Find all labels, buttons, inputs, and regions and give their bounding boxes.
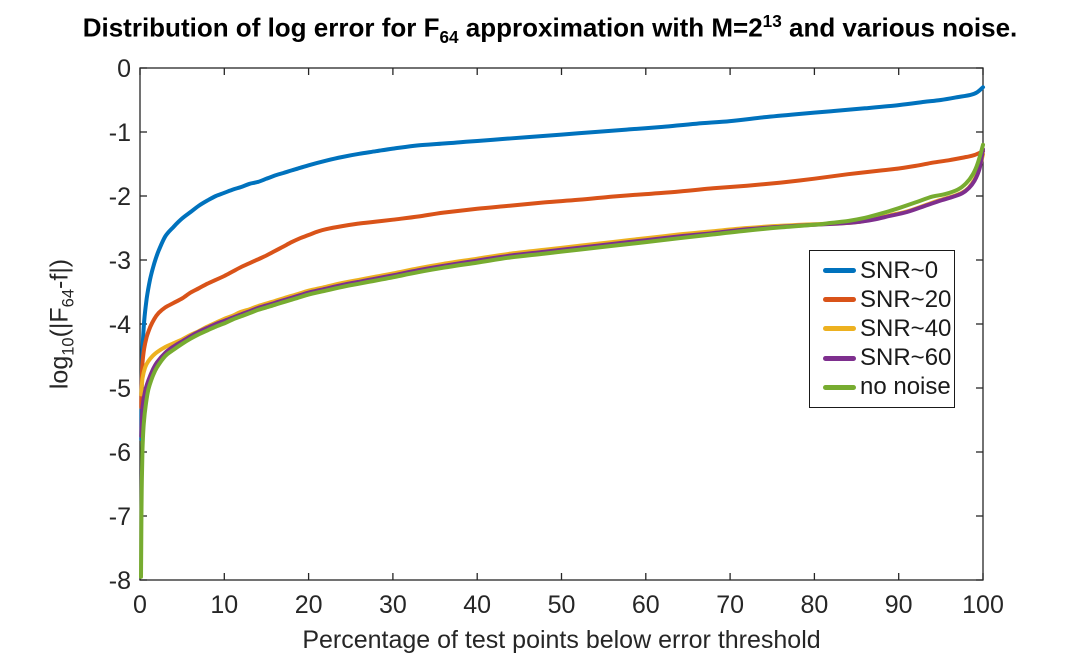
- legend-label: no noise: [860, 373, 951, 401]
- x-tick-label: 10: [210, 591, 238, 619]
- x-axis-label: Percentage of test points below error th…: [302, 626, 821, 654]
- x-tick-label: 70: [716, 591, 744, 619]
- chart-title: Distribution of log error for F64 approx…: [18, 11, 1082, 48]
- ylabel-text: log: [45, 355, 74, 390]
- x-tick-label: 80: [800, 591, 828, 619]
- ylabel-subscript: 64: [59, 288, 78, 308]
- legend-line-sample: [823, 297, 856, 303]
- x-tick-label: 60: [632, 591, 660, 619]
- legend-line-sample: [823, 355, 856, 361]
- y-tick-label: -3: [109, 247, 131, 275]
- y-tick-label: 0: [117, 55, 131, 83]
- title-superscript: 13: [762, 11, 782, 31]
- legend-label: SNR~0: [860, 256, 939, 284]
- x-tick-label: 50: [548, 591, 576, 619]
- ylabel-text: (|F: [45, 307, 74, 338]
- y-tick-label: -5: [109, 375, 131, 403]
- series-line-snr-20: [139, 149, 985, 410]
- legend-item-snr-60: SNR~60: [823, 344, 952, 373]
- y-tick-label: -4: [109, 311, 131, 339]
- legend: SNR~0 SNR~20 SNR~40 SNR~60 no noise: [809, 250, 955, 408]
- title-text: approximation with M=2: [458, 12, 763, 43]
- y-tick-label: -1: [109, 119, 131, 147]
- x-tick-label: 0: [133, 591, 147, 619]
- y-tick-label: -7: [109, 503, 131, 531]
- y-tick-label: -6: [109, 439, 131, 467]
- legend-label: SNR~60: [860, 344, 952, 372]
- y-axis-label: log10(|F64-f|): [46, 259, 79, 389]
- title-subscript: 64: [439, 26, 459, 47]
- legend-item-no-noise: no noise: [823, 373, 952, 402]
- legend-line-sample: [823, 384, 856, 390]
- x-tick-label: 30: [379, 591, 407, 619]
- legend-label: SNR~20: [860, 285, 952, 313]
- legend-item-snr-40: SNR~40: [823, 314, 952, 343]
- x-tick-label: 40: [463, 591, 491, 619]
- legend-label: SNR~40: [860, 314, 952, 342]
- series-line-no-noise: [139, 142, 985, 579]
- x-tick-label: 90: [885, 591, 913, 619]
- legend-item-snr-20: SNR~20: [823, 285, 952, 314]
- ylabel-text: -f|): [45, 258, 74, 289]
- x-tick-label: 20: [295, 591, 323, 619]
- series-line-snr-0: [139, 85, 985, 442]
- x-tick-label: 100: [962, 591, 1004, 619]
- legend-line-sample: [823, 268, 856, 274]
- legend-line-sample: [823, 326, 856, 332]
- y-tick-label: -8: [109, 567, 131, 595]
- y-tick-label: -2: [109, 183, 131, 211]
- title-text: and various noise.: [781, 12, 1018, 43]
- legend-item-snr-0: SNR~0: [823, 256, 952, 285]
- title-text: Distribution of log error for F: [82, 12, 440, 43]
- ylabel-subscript: 10: [59, 337, 78, 356]
